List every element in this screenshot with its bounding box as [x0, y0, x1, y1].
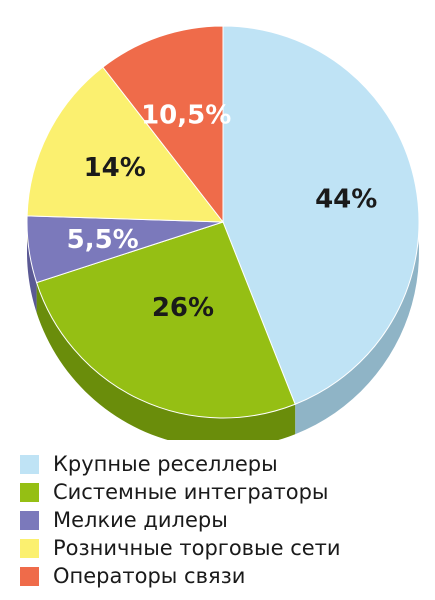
legend-label-0: Крупные реселлеры — [53, 452, 278, 476]
legend-swatch-1 — [20, 482, 39, 502]
slice-label-0: 44% — [315, 184, 377, 214]
legend-label-1: Системные интеграторы — [53, 480, 329, 504]
legend-item-1: Системные интеграторы — [20, 478, 430, 506]
legend-label-3: Розничные торговые сети — [53, 536, 341, 560]
legend-label-4: Операторы связи — [53, 564, 246, 588]
legend: Крупные реселлеры Системные интеграторы Ме… — [20, 450, 430, 590]
pie-slices — [26, 25, 420, 419]
legend-swatch-3 — [20, 538, 39, 558]
slice-label-3: 14% — [84, 153, 146, 183]
legend-item-4: Операторы связи — [20, 562, 430, 590]
legend-swatch-0 — [20, 454, 39, 474]
pie-chart: 44% 26% 5,5% 14% 10,5% — [26, 25, 420, 440]
slice-label-4: 10,5% — [141, 100, 231, 130]
pie-labels: 44% 26% 5,5% 14% 10,5% — [67, 100, 378, 323]
legend-item-0: Крупные реселлеры — [20, 450, 430, 478]
slice-0 — [222, 25, 420, 405]
slice-1 — [35, 221, 296, 419]
legend-swatch-2 — [20, 510, 39, 530]
legend-label-2: Мелкие дилеры — [53, 508, 228, 532]
slice-label-1: 26% — [152, 293, 214, 323]
slice-4 — [102, 25, 224, 224]
slice-label-2: 5,5% — [67, 225, 139, 255]
slice-3 — [26, 66, 225, 223]
legend-swatch-4 — [20, 566, 39, 586]
legend-item-3: Розничные торговые сети — [20, 534, 430, 562]
legend-item-2: Мелкие дилеры — [20, 506, 430, 534]
slice-side-2 — [27, 215, 37, 313]
slice-side-1 — [36, 282, 296, 440]
